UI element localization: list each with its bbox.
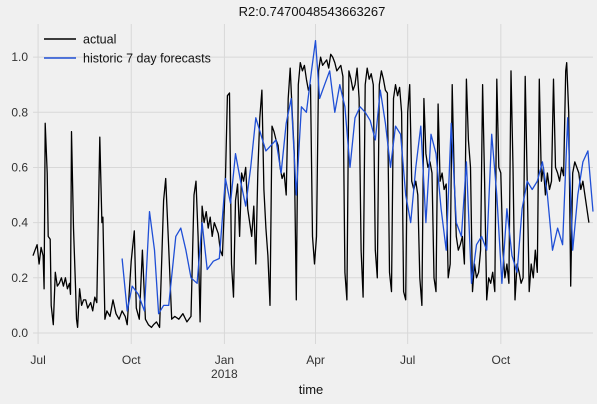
y-tick-label: 0.0 xyxy=(11,326,28,340)
grid xyxy=(33,24,593,344)
legend: actual historic 7 day forecasts xyxy=(44,33,211,66)
y-tick-label: 0.2 xyxy=(11,271,28,285)
y-tick-label: 1.0 xyxy=(11,50,28,64)
x-axis-label: time xyxy=(299,382,324,397)
x-tick-label: Jul xyxy=(400,353,415,367)
plot-area xyxy=(33,24,593,344)
x-tick-label: Jul xyxy=(30,353,45,367)
y-tick-label: 0.6 xyxy=(11,160,28,174)
y-tick-label: 0.8 xyxy=(11,105,28,119)
y-axis-ticks: 0.0 0.2 0.4 0.6 0.8 1.0 xyxy=(11,50,28,340)
y-tick-label: 0.4 xyxy=(11,216,28,230)
series-line-actual xyxy=(32,53,590,329)
x-tick-label: Jan xyxy=(215,353,234,367)
series-layer xyxy=(32,39,594,329)
x-tick-label: Apr xyxy=(306,353,325,367)
series-line-forecast xyxy=(121,39,594,315)
x-tick-label: Oct xyxy=(122,353,141,367)
x-tick-sublabel: 2018 xyxy=(211,367,238,381)
chart-title: R2:0.7470048543663267 xyxy=(239,4,386,19)
legend-label-forecast: historic 7 day forecasts xyxy=(83,52,211,66)
legend-label-actual: actual xyxy=(83,33,116,47)
x-tick-label: Oct xyxy=(492,353,511,367)
